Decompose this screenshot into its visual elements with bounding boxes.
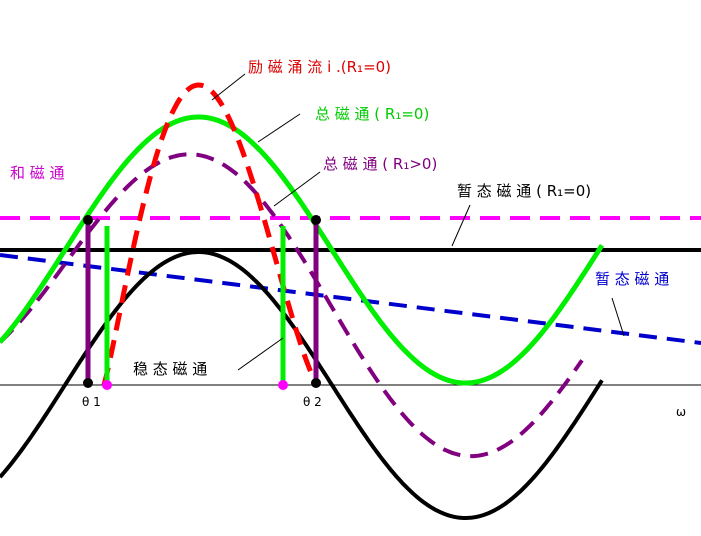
verticals [83,215,321,390]
total-flux-r1-curve [0,152,584,459]
dot [102,380,112,390]
leader [237,337,284,371]
steady-label: 稳 态 磁 通 [133,360,207,378]
theta1-label: θ 1 [82,395,101,409]
inrush-label: 励 磁 涌 流 i .(R₁=0) [248,58,391,76]
leader [273,171,321,207]
leader [451,204,471,247]
dot [278,380,288,390]
leader [211,73,246,101]
decay-label: 暂 态 磁 通 [595,270,669,288]
total-label: 总 磁 通 ( R₁=0) [315,105,429,123]
sum-label: 和 磁 通 [10,164,65,182]
decaying-flux-line [0,253,701,345]
theta2-label: θ 2 [303,395,322,409]
total-r1-label: 总 磁 通 ( R₁>0) [323,155,437,173]
leader [257,113,301,143]
leaders [211,73,625,371]
dot [311,378,321,388]
dot [83,378,93,388]
transient-label: 暂 态 磁 通 ( R₁=0) [457,182,591,200]
dot [311,215,321,225]
total-flux-curve [0,114,605,386]
leader [611,297,625,337]
dot [83,215,93,225]
omega-label: ω [676,405,686,419]
